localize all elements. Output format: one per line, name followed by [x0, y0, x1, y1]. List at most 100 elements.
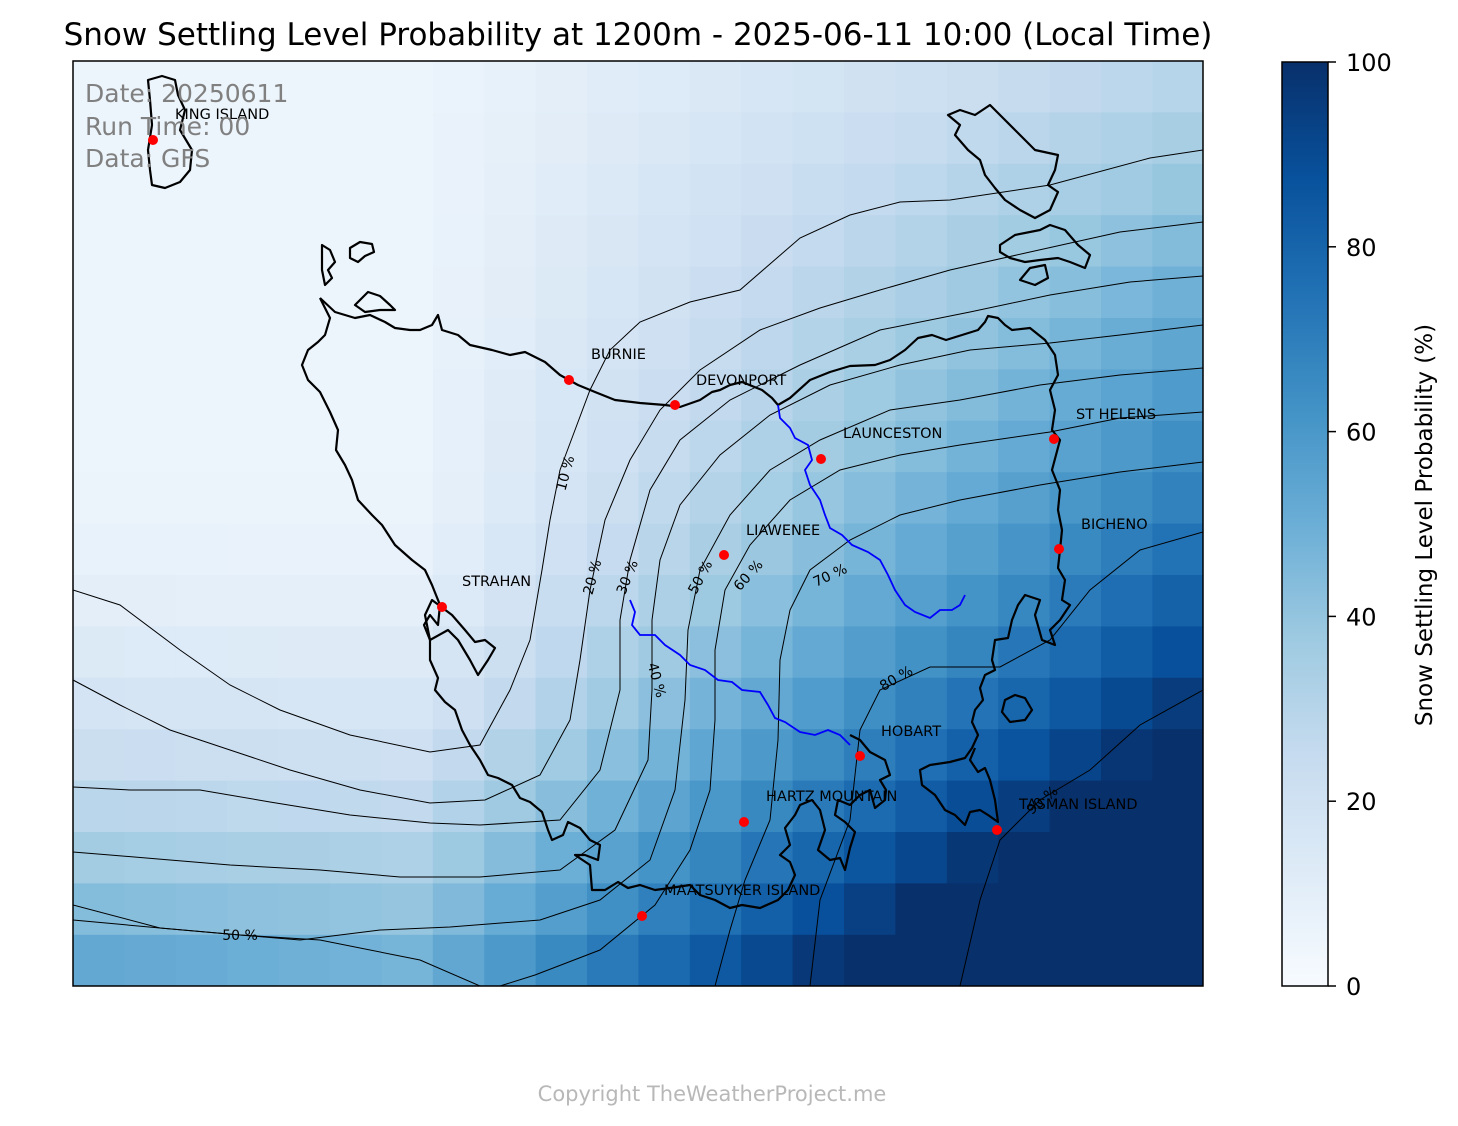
heatmap-cell — [278, 61, 331, 113]
heatmap-cell — [484, 575, 537, 627]
heatmap-cell — [741, 780, 794, 833]
heatmap-cell — [484, 420, 537, 473]
heatmap-cell — [278, 112, 331, 165]
heatmap-cell — [175, 523, 228, 576]
heatmap-cell — [227, 318, 280, 370]
heatmap-cell — [535, 523, 588, 576]
heatmap-cell — [895, 472, 948, 525]
heatmap-cell — [638, 318, 691, 370]
heatmap-cell — [689, 523, 742, 576]
heatmap-cell — [844, 318, 896, 370]
location-label: HARTZ MOUNTAIN — [766, 789, 897, 805]
heatmap-cell — [381, 112, 434, 165]
heatmap-cell — [278, 575, 331, 627]
heatmap-cell — [124, 677, 177, 730]
heatmap-cell — [792, 163, 845, 216]
heatmap-cell — [278, 626, 331, 679]
heatmap-cell — [1101, 318, 1153, 370]
location-label: LAUNCESTON — [843, 426, 942, 442]
heatmap-cell — [381, 523, 434, 576]
heatmap-cell — [484, 318, 537, 370]
heatmap-cell — [381, 369, 434, 422]
heatmap-cell — [381, 780, 434, 833]
heatmap-cell — [381, 61, 434, 113]
heatmap-cell — [432, 61, 485, 113]
heatmap-cell — [946, 523, 999, 576]
location-label: DEVONPORT — [696, 373, 786, 389]
heatmap-cell — [1152, 318, 1203, 370]
heatmap-cell — [895, 883, 948, 936]
heatmap-cell — [998, 61, 1051, 113]
heatmap-cell — [330, 832, 382, 884]
colorbar-tick-label: 20 — [1346, 788, 1377, 816]
heatmap-cell — [227, 112, 280, 165]
heatmap-cell — [124, 523, 177, 576]
heatmap-cell — [741, 163, 794, 216]
chart-title: Snow Settling Level Probability at 1200m… — [64, 17, 1213, 53]
heatmap-cell — [1101, 163, 1153, 216]
heatmap-cell — [1152, 420, 1203, 473]
heatmap-cell — [278, 832, 331, 884]
heatmap-cell — [689, 420, 742, 473]
heatmap-cell — [587, 523, 639, 576]
heatmap-cell — [844, 112, 896, 165]
heatmap-cell — [432, 266, 485, 319]
heatmap-cell — [432, 163, 485, 216]
heatmap-cell — [381, 677, 434, 730]
location-label: BURNIE — [591, 347, 646, 363]
heatmap-cell — [535, 729, 588, 782]
heatmap-cell — [638, 266, 691, 319]
heatmap-cell — [1152, 626, 1203, 679]
heatmap-cell — [638, 780, 691, 833]
heatmap-cell — [638, 575, 691, 627]
heatmap-cell — [1049, 626, 1102, 679]
heatmap-cell — [689, 677, 742, 730]
location-label: TASMAN ISLAND — [1018, 797, 1138, 813]
probability-heatmap — [73, 61, 1203, 986]
heatmap-cell — [175, 832, 228, 884]
heatmap-cell — [432, 934, 485, 986]
location-label: HOBART — [881, 724, 941, 740]
heatmap-cell — [1152, 61, 1203, 113]
heatmap-cell — [587, 61, 639, 113]
heatmap-cell — [73, 626, 125, 679]
heatmap-cell — [792, 266, 845, 319]
heatmap-cell — [175, 420, 228, 473]
heatmap-cell — [946, 318, 999, 370]
heatmap-cell — [587, 112, 639, 165]
heatmap-cell — [330, 677, 382, 730]
heatmap-cell — [175, 61, 228, 113]
heatmap-cell — [73, 163, 125, 216]
heatmap-cell — [484, 215, 537, 268]
heatmap-cell — [1049, 934, 1102, 986]
heatmap-cell — [946, 472, 999, 525]
heatmap-cell — [73, 677, 125, 730]
heatmap-cell — [792, 215, 845, 268]
heatmap-cell — [227, 883, 280, 936]
heatmap-cell — [330, 163, 382, 216]
heatmap-cell — [1101, 472, 1153, 525]
heatmap-cell — [381, 472, 434, 525]
heatmap-cell — [844, 369, 896, 422]
heatmap-cell — [381, 420, 434, 473]
heatmap-cell — [792, 112, 845, 165]
heatmap-cell — [484, 61, 537, 113]
heatmap-cell — [1049, 832, 1102, 884]
heatmap-cell — [689, 215, 742, 268]
contour-lines — [73, 149, 1203, 986]
heatmap-cell — [73, 883, 125, 936]
heatmap-cell — [998, 832, 1051, 884]
heatmap-cell — [998, 369, 1051, 422]
heatmap-cell — [330, 523, 382, 576]
colorbar-tick-label: 80 — [1346, 234, 1377, 262]
heatmap-cell — [689, 934, 742, 986]
heatmap-cell — [381, 163, 434, 216]
heatmap-cell — [587, 780, 639, 833]
heatmap-cell — [535, 780, 588, 833]
heatmap-cell — [1101, 832, 1153, 884]
heatmap-cell — [792, 575, 845, 627]
heatmap-cell — [844, 61, 896, 113]
heatmap-cell — [844, 420, 896, 473]
heatmap-cell — [124, 215, 177, 268]
heatmap-cell — [1101, 934, 1153, 986]
